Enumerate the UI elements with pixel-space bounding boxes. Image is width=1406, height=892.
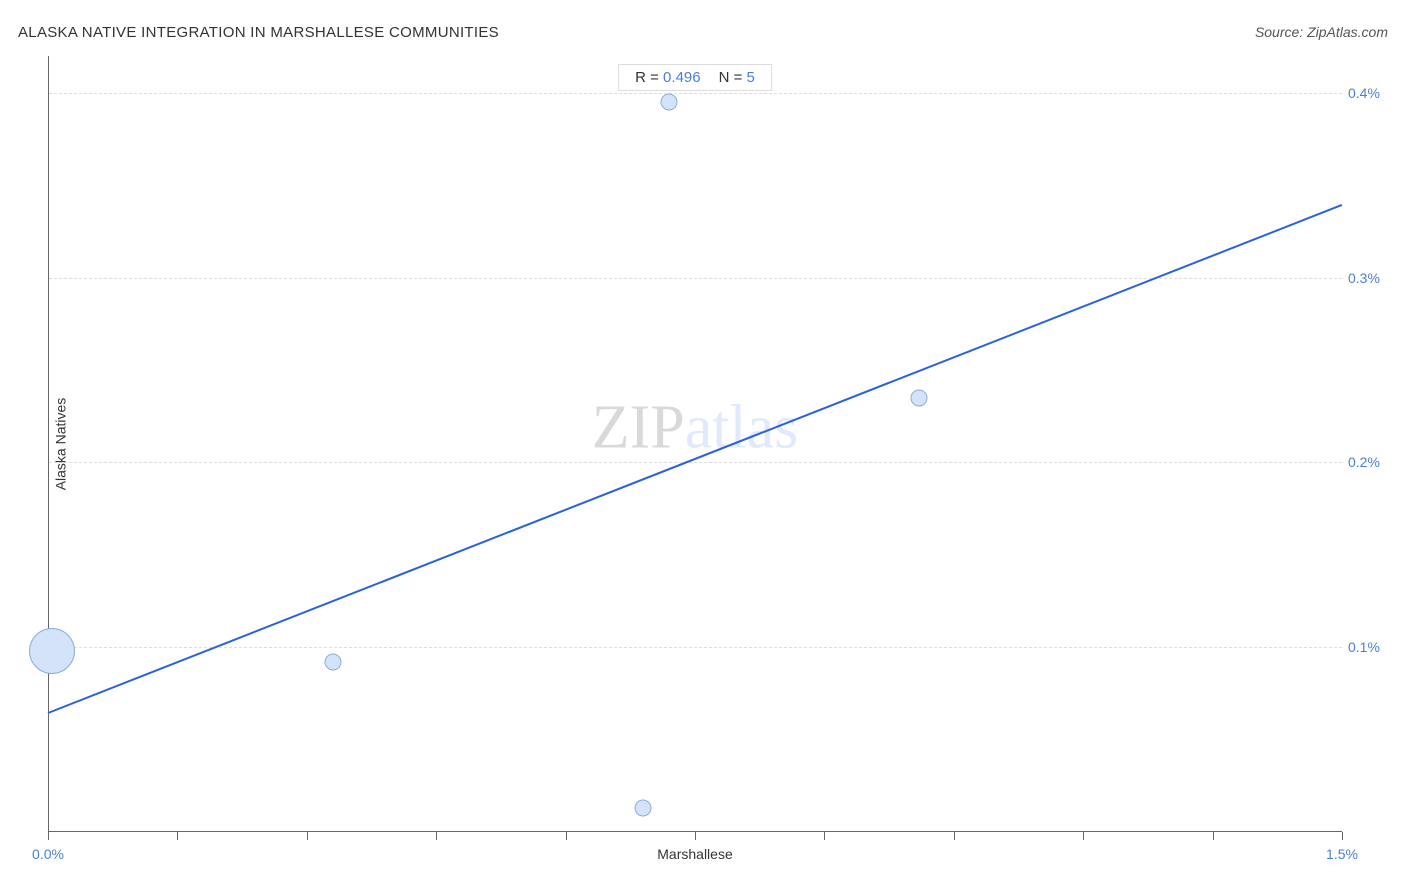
gridline [49, 278, 1342, 279]
x-tick [177, 832, 178, 840]
x-tick [1213, 832, 1214, 840]
plot-area: ZIPatlas 0.1%0.2%0.3%0.4% 0.0%1.5% R = 0… [48, 56, 1342, 832]
chart-title: ALASKA NATIVE INTEGRATION IN MARSHALLESE… [18, 24, 499, 41]
gridline [49, 462, 1342, 463]
x-tick [307, 832, 308, 840]
x-tick [1083, 832, 1084, 840]
watermark-atlas: atlas [685, 394, 799, 462]
x-tick-label: 0.0% [32, 846, 64, 862]
x-tick [695, 832, 696, 840]
watermark-zip: ZIP [592, 394, 685, 462]
y-tick-label: 0.1% [1348, 639, 1392, 655]
x-tick [824, 832, 825, 840]
x-tick [566, 832, 567, 840]
stat-n: N = 5 [719, 69, 755, 86]
stat-n-label: N = [719, 69, 743, 86]
x-tick [436, 832, 437, 840]
data-point [635, 799, 652, 816]
stats-box: R = 0.496 N = 5 [618, 64, 772, 91]
stat-r-value: 0.496 [663, 69, 701, 86]
trendline-segment [48, 204, 1343, 714]
y-axis-label: Alaska Natives [52, 398, 68, 491]
y-axis [48, 56, 49, 832]
data-point [324, 654, 341, 671]
x-tick [954, 832, 955, 840]
chart-source: Source: ZipAtlas.com [1255, 24, 1388, 40]
x-axis-label: Marshallese [657, 846, 732, 862]
data-point [911, 389, 928, 406]
x-tick [1342, 832, 1343, 840]
chart-header: ALASKA NATIVE INTEGRATION IN MARSHALLESE… [18, 24, 1388, 41]
stat-r: R = 0.496 [635, 69, 700, 86]
data-point [661, 94, 678, 111]
stat-r-label: R = [635, 69, 659, 86]
data-point [29, 628, 75, 674]
stat-n-value: 5 [747, 69, 755, 86]
y-tick-label: 0.3% [1348, 270, 1392, 286]
x-tick-label: 1.5% [1326, 846, 1358, 862]
y-tick-label: 0.4% [1348, 85, 1392, 101]
gridline [49, 93, 1342, 94]
y-tick-label: 0.2% [1348, 454, 1392, 470]
gridline [49, 647, 1342, 648]
x-tick [48, 832, 49, 840]
